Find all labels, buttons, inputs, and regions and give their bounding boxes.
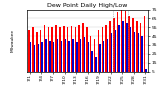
Bar bbox=[105, 25, 107, 76]
Bar bbox=[32, 27, 34, 76]
Bar bbox=[138, 33, 139, 76]
Bar bbox=[122, 21, 124, 76]
Bar bbox=[88, 42, 89, 76]
Bar bbox=[125, 11, 126, 76]
Bar bbox=[136, 21, 138, 76]
Bar bbox=[80, 39, 81, 76]
Bar bbox=[126, 23, 128, 76]
Bar bbox=[63, 25, 64, 76]
Bar bbox=[75, 27, 76, 76]
Bar bbox=[113, 18, 115, 76]
Bar bbox=[111, 33, 112, 76]
Bar bbox=[95, 57, 97, 76]
Bar bbox=[118, 25, 120, 76]
Title: Dew Point Daily High/Low: Dew Point Daily High/Low bbox=[47, 3, 128, 8]
Bar bbox=[99, 44, 101, 76]
Bar bbox=[68, 41, 70, 76]
Bar bbox=[44, 25, 45, 76]
Bar bbox=[36, 32, 38, 76]
Bar bbox=[53, 42, 54, 76]
Bar bbox=[28, 30, 30, 76]
Bar bbox=[76, 42, 77, 76]
Bar bbox=[45, 39, 47, 76]
Bar bbox=[30, 42, 31, 76]
Bar bbox=[98, 30, 99, 76]
Bar bbox=[38, 44, 39, 76]
Bar bbox=[121, 10, 122, 76]
Bar bbox=[64, 39, 66, 76]
Bar bbox=[132, 18, 134, 76]
Bar bbox=[71, 25, 72, 76]
Bar bbox=[109, 21, 111, 76]
Bar bbox=[49, 41, 51, 76]
Bar bbox=[141, 36, 143, 76]
Bar bbox=[86, 27, 88, 76]
Bar bbox=[130, 27, 131, 76]
Bar bbox=[84, 37, 85, 76]
Bar bbox=[72, 39, 74, 76]
Bar bbox=[40, 30, 41, 76]
Bar bbox=[145, 69, 147, 76]
Bar bbox=[103, 41, 104, 76]
Bar bbox=[78, 25, 80, 76]
Bar bbox=[115, 30, 116, 76]
Text: Milwaukee: Milwaukee bbox=[11, 29, 15, 52]
Bar bbox=[59, 27, 61, 76]
Bar bbox=[107, 39, 108, 76]
Bar bbox=[117, 12, 118, 76]
Bar bbox=[52, 27, 53, 76]
Bar bbox=[144, 16, 145, 76]
Bar bbox=[34, 45, 35, 76]
Bar bbox=[140, 23, 141, 76]
Bar bbox=[57, 39, 58, 76]
Bar bbox=[67, 27, 68, 76]
Bar bbox=[48, 27, 49, 76]
Bar bbox=[41, 42, 43, 76]
Bar bbox=[94, 39, 95, 76]
Bar bbox=[101, 27, 103, 76]
Bar bbox=[91, 51, 93, 76]
Bar bbox=[128, 16, 130, 76]
Bar bbox=[90, 36, 91, 76]
Bar bbox=[55, 25, 57, 76]
Bar bbox=[82, 23, 84, 76]
Bar bbox=[61, 41, 62, 76]
Bar bbox=[134, 32, 135, 76]
